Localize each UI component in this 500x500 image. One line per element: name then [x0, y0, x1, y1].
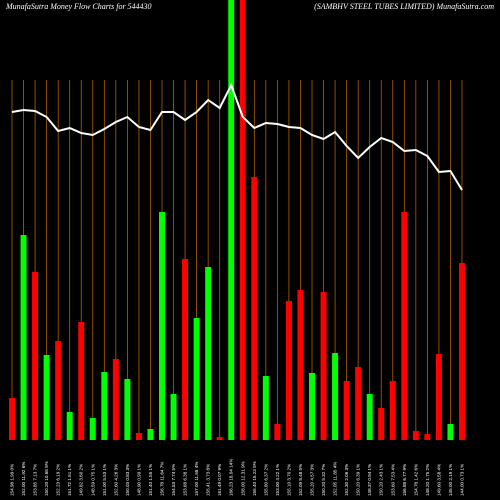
bar [239, 0, 246, 440]
bar [424, 434, 431, 440]
bar [216, 437, 223, 440]
bar [412, 431, 419, 440]
bar [135, 433, 142, 440]
x-tick-label: 154.78 1.42 6% [413, 464, 418, 496]
bar [124, 379, 131, 440]
bar [78, 322, 85, 440]
x-tick-label: 150.20 6.39 1% [356, 464, 361, 496]
bar [320, 292, 327, 440]
x-tick-label: 152.05 11.85 4% [333, 462, 338, 496]
x-tick-label: 149.82 3.60 2% [79, 464, 84, 496]
bar [205, 267, 212, 440]
x-tick-label: 148.37 0.94 1% [367, 464, 372, 496]
bar [89, 418, 96, 440]
x-tick-label: 148.20 1.75 2% [425, 464, 430, 496]
bar [147, 429, 154, 440]
x-tick-label: 153.68 6.38 1% [183, 464, 188, 496]
x-tick-label: 151.00 5.53 1% [102, 464, 107, 496]
x-tick-label: 152.00 11.92 6% [21, 462, 26, 496]
bar [228, 0, 235, 440]
x-tick-label: 152.60 4.26 3% [113, 464, 118, 496]
bar [55, 341, 62, 440]
x-tick-label: 161.49 0.07 9% [217, 464, 222, 496]
bar [332, 353, 339, 440]
bar [112, 359, 119, 440]
x-tick-label: 153.60 7.53 4% [390, 464, 395, 496]
bar [262, 376, 269, 440]
lines [11, 82, 463, 191]
bar [251, 177, 258, 440]
bar [274, 424, 281, 440]
bar [297, 290, 304, 440]
x-tick-label: 152.30 2.06 3% [344, 464, 349, 496]
x-tick-label: 150.20 2.43 1% [379, 464, 384, 496]
bar [101, 372, 108, 440]
bar [459, 263, 465, 440]
chart-title: MunafaSutra Money Flow Charts for 544430 [5, 2, 152, 11]
x-tick-label: 151.40 1.55 1% [148, 464, 153, 496]
bar [401, 212, 408, 440]
x-tick-label: 155.20 4.57 3% [310, 464, 315, 496]
x-tick-label: 157.00 11.58 4% [194, 462, 199, 496]
bar [309, 373, 315, 440]
bars [9, 0, 465, 440]
x-tick-label: 156.88 6.77 9% [402, 464, 407, 496]
x-tick-label: 166.23 18.04 14% [229, 459, 234, 496]
x-tick-label: 151.72 1.51 1% [67, 464, 72, 496]
bar [366, 394, 373, 440]
chart-subtitle: (SAMBHV STEEL TUBES LIMITED) MunafaSutra… [314, 2, 494, 11]
bar [389, 381, 396, 440]
bar [355, 367, 362, 440]
x-tick-label: 156.78 11.64 7% [160, 462, 165, 496]
x-tick-label: 150.20 5.32 7% [321, 464, 326, 496]
x-tick-label: 150.20 10.68 5% [44, 461, 49, 496]
x-tick-label: 152.23 6.19 2% [56, 464, 61, 496]
x-tick-label: 144.00 0.73 1% [460, 464, 465, 496]
bar [9, 398, 15, 440]
x-tick-label: 153.85 7.13 7% [33, 464, 38, 496]
bar [43, 355, 50, 440]
x-tick-label: 152.09 8.48 5% [298, 464, 303, 496]
x-tick-label: 154.53 7.74 5% [171, 464, 176, 496]
price-line [11, 82, 463, 191]
x-labels: 154.98 1.99 0% 152.00 11.92 6% 153.85 7.13… [10, 459, 465, 496]
x-tick-label: 155.80 6.37 2% [263, 464, 268, 496]
x-tick-label: 148.59 0.75 1% [90, 464, 95, 496]
bar [182, 259, 189, 440]
x-tick-label: 155.41 3.73 8% [206, 464, 211, 496]
bar [435, 354, 442, 440]
x-tick-label: 148.90 0.99 1% [136, 464, 141, 496]
bar [285, 301, 292, 440]
bar [32, 272, 39, 440]
bar [159, 212, 165, 440]
x-tick-label: 150.03 0.83 3% [125, 464, 130, 496]
bar [20, 235, 27, 440]
bar [66, 412, 73, 440]
x-tick-label: 153.00 4.22 1% [275, 464, 280, 496]
bar [170, 394, 177, 440]
x-tick-label: 154.98 1.99 0% [10, 464, 15, 496]
x-tick-label: 149.60 3.58 4% [436, 464, 441, 496]
x-tick-label: 155.10 3.70 2% [286, 464, 291, 496]
x-tick-label: 158.00 12.31 9% [240, 461, 245, 496]
x-tick-label: 155.40 15.23 5% [252, 461, 257, 496]
bar [193, 318, 200, 440]
bar [447, 424, 454, 440]
x-tick-label: 145.00 2.19 1% [448, 464, 453, 496]
bar [343, 381, 350, 440]
bar [378, 408, 385, 440]
